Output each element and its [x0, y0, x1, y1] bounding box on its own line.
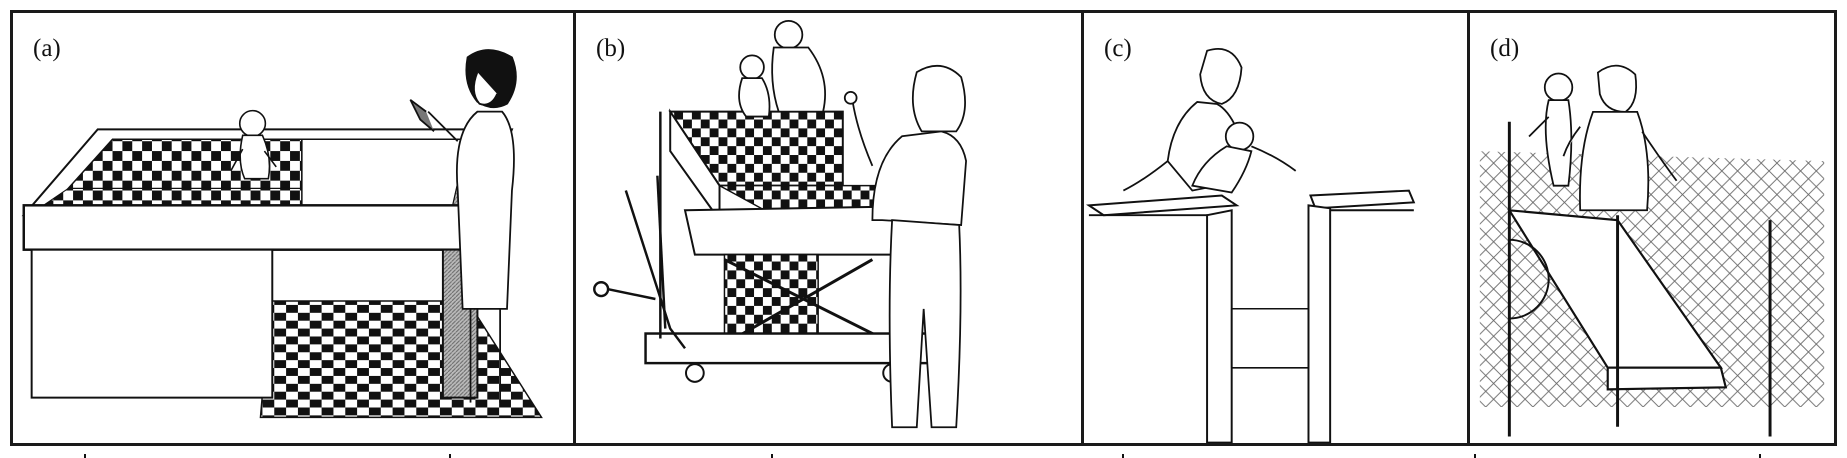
panel-label-a: (a)	[33, 35, 61, 62]
figure: (a)	[10, 10, 1837, 458]
gap-floor	[1230, 307, 1310, 369]
mother-with-infant	[738, 20, 826, 118]
glass-deep-side	[301, 138, 469, 207]
right-platform	[1307, 189, 1416, 443]
platform-apparatus-illustration	[593, 20, 967, 429]
mother-figure	[409, 49, 517, 403]
gap-crossing-illustration	[1085, 47, 1416, 443]
infant-figure	[230, 109, 277, 180]
experimenter-figure	[1562, 64, 1678, 212]
panel-d-slope-walkway: (d)	[1467, 10, 1837, 446]
panel-label-c: (c)	[1104, 35, 1132, 62]
experimenter-figure	[843, 65, 967, 429]
panel-b-platform-apparatus: (b)	[573, 10, 1084, 446]
panel-c-gap-crossing: (c)	[1081, 10, 1470, 446]
protractor	[1509, 238, 1550, 320]
visual-cliff-illustration	[21, 49, 543, 419]
panel-label-d: (d)	[1490, 35, 1520, 62]
posts	[1507, 121, 1772, 437]
infant-figure	[1528, 72, 1574, 187]
panel-label-b: (b)	[596, 35, 626, 62]
panel-a-visual-cliff: (a)	[10, 10, 576, 446]
cart-handle	[593, 175, 686, 350]
slope-walkway-illustration	[1479, 64, 1825, 437]
bottom-strip	[84, 454, 1761, 458]
left-platform	[1085, 194, 1240, 443]
sloped-walkway	[1507, 209, 1728, 391]
